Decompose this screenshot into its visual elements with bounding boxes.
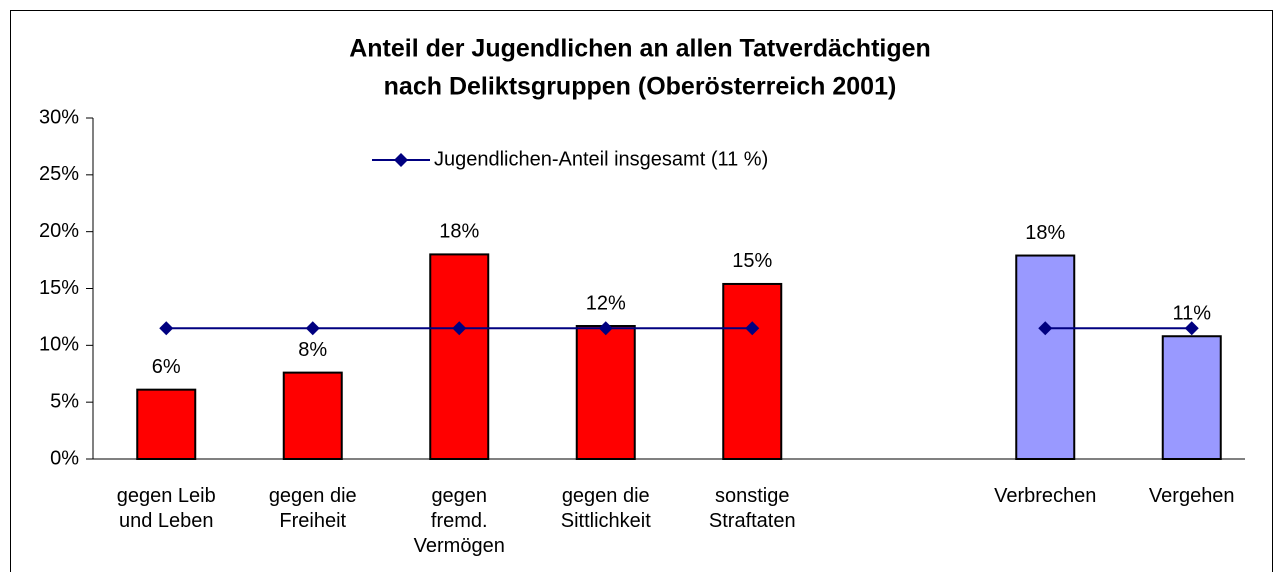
bar — [575, 325, 636, 461]
line-marker — [305, 321, 320, 336]
x-tick-label-line: Sittlichkeit — [561, 510, 651, 532]
x-tick-label: sonstige Straftaten — [709, 485, 796, 532]
y-tick-label: 10% — [39, 334, 79, 356]
line-marker — [598, 321, 613, 336]
x-tick-label-line: Vermögen — [414, 535, 505, 557]
x-tick-label-line: fremd. — [431, 510, 488, 532]
y-tick-label: 0% — [50, 447, 79, 469]
x-tick-label-line: Freiheit — [279, 510, 346, 532]
chart-title: Anteil der Jugendlichen an allen Tatverd… — [349, 35, 931, 63]
data-label: 18% — [1025, 222, 1065, 244]
line-marker — [159, 321, 174, 336]
x-tick-label-line: gegen — [431, 485, 487, 507]
data-label: 18% — [439, 221, 479, 243]
x-tick-label: gegen die Sittlichkeit — [561, 485, 651, 532]
x-tick-label-line: Verbrechen — [994, 485, 1096, 507]
x-tick-label-line: gegen Leib — [117, 485, 216, 507]
bar — [282, 371, 343, 461]
x-tick-label: Vergehen — [1149, 485, 1235, 507]
chart-title: nach Deliktsgruppen (Oberösterreich 2001… — [384, 73, 897, 101]
y-tick-label: 20% — [39, 220, 79, 242]
bar — [722, 282, 783, 460]
data-label: 12% — [586, 292, 626, 314]
data-label: 6% — [152, 356, 181, 378]
bar — [136, 388, 197, 460]
data-label: 15% — [732, 250, 772, 272]
data-label: 8% — [298, 339, 327, 361]
line-marker — [1038, 321, 1053, 336]
bar — [1015, 254, 1076, 460]
x-tick-label-line: Vergehen — [1149, 485, 1235, 507]
y-tick-label: 5% — [50, 390, 79, 412]
x-tick-label-line: und Leben — [119, 510, 214, 532]
x-tick-label: gegen die Freiheit — [269, 485, 357, 532]
bar — [1161, 335, 1222, 460]
y-tick-label: 30% — [39, 106, 79, 128]
y-tick-label: 25% — [39, 163, 79, 185]
bar — [429, 253, 490, 460]
legend-marker — [394, 153, 408, 167]
line-marker — [745, 321, 760, 336]
y-tick-label: 15% — [39, 277, 79, 299]
x-tick-label-line: Straftaten — [709, 510, 796, 532]
data-label: 11% — [1172, 303, 1211, 325]
line-marker — [1184, 321, 1199, 336]
x-tick-label-line: gegen die — [562, 485, 650, 507]
legend-label: Jugendlichen-Anteil insgesamt (11 %) — [434, 148, 768, 170]
line-marker — [452, 321, 467, 336]
x-tick-label-line: sonstige — [715, 485, 790, 507]
x-tick-label-line: gegen die — [269, 485, 357, 507]
x-tick-label: gegen fremd. Vermögen — [414, 485, 505, 557]
x-tick-label: gegen Leib und Leben — [117, 485, 216, 532]
x-tick-label: Verbrechen — [994, 485, 1096, 507]
